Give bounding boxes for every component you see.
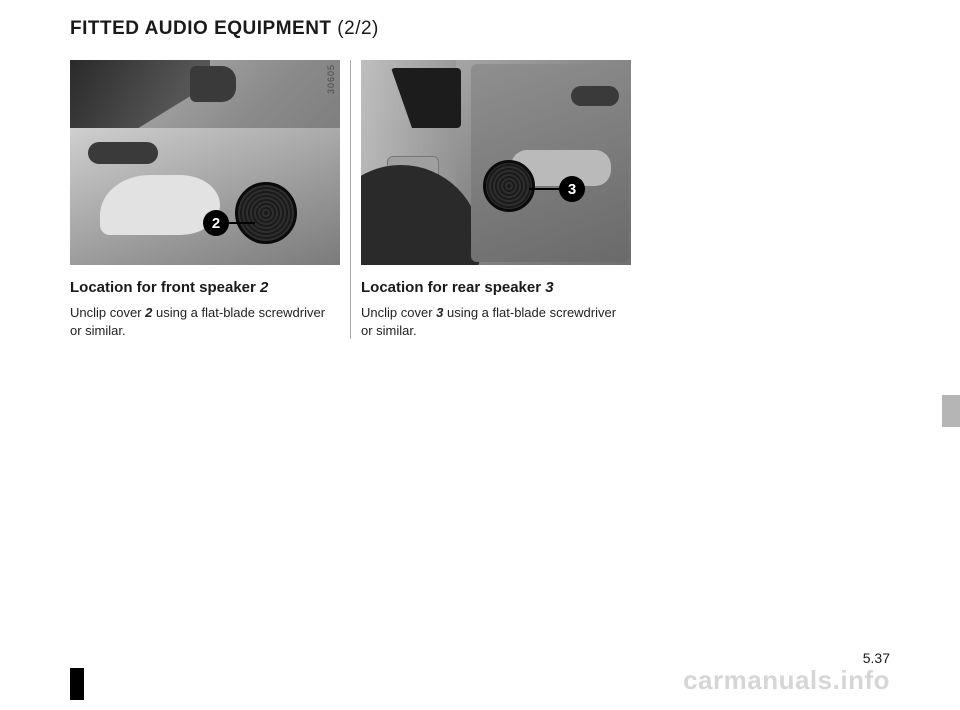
page-title: FITTED AUDIO EQUIPMENT (2/2) (70, 18, 379, 40)
photo-front-door: 30605 2 (70, 60, 340, 265)
title-suffix: (2/2) (332, 18, 379, 39)
page-number: 5.37 (863, 650, 890, 666)
callout-marker-2: 2 (203, 210, 229, 236)
watermark: carmanuals.info (683, 665, 890, 696)
caption-text: Location for front speaker (70, 279, 260, 296)
caption-rear: Location for rear speaker 3 (361, 279, 620, 296)
title-main: FITTED AUDIO EQUIPMENT (70, 18, 332, 39)
body-text-rear: Unclip cover 3 using a flat-blade screw­… (361, 304, 620, 339)
photo-rear-door: 28197 3 (361, 60, 631, 265)
body-text-front: Unclip cover 2 using a flat-blade screw­… (70, 304, 340, 339)
crop-mark (70, 668, 84, 700)
front-speaker-grille (235, 182, 297, 244)
image-code: 30605 (326, 64, 336, 94)
armrest (100, 175, 220, 235)
callout-number: 3 (568, 181, 576, 198)
content-columns: 30605 2 Location for front speaker 2 Unc… (70, 60, 630, 339)
callout-number: 2 (212, 215, 220, 232)
door-handle (88, 142, 158, 164)
body-pre: Unclip cover (70, 305, 145, 320)
callout-line (225, 222, 255, 224)
mirror-shape (190, 66, 236, 102)
section-tab (942, 395, 960, 427)
callout-line (529, 188, 561, 190)
rear-speaker-grille (483, 160, 535, 212)
caption-num: 2 (260, 279, 268, 296)
caption-text: Location for rear speaker (361, 279, 545, 296)
body-pre: Unclip cover (361, 305, 436, 320)
caption-num: 3 (545, 279, 553, 296)
column-rear-speaker: 28197 3 Location for rear speaker 3 (350, 60, 630, 339)
column-front-speaker: 30605 2 Location for front speaker 2 Unc… (70, 60, 350, 339)
caption-front: Location for front speaker 2 (70, 279, 340, 296)
wheel-arch (361, 165, 481, 265)
rear-door-handle (571, 86, 619, 106)
callout-marker-3: 3 (559, 176, 585, 202)
